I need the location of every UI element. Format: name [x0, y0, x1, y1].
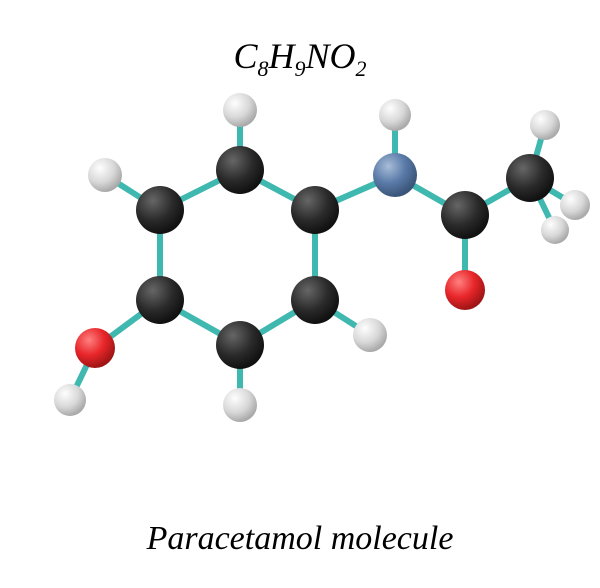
atom-carbon [441, 191, 489, 239]
atom-nitrogen [373, 153, 417, 197]
bonds-group [70, 110, 575, 405]
atom-hydrogen [353, 318, 387, 352]
atom-oxygen [445, 270, 485, 310]
atom-hydrogen [223, 93, 257, 127]
atom-carbon [136, 276, 184, 324]
atom-hydrogen [54, 384, 86, 416]
atom-hydrogen [379, 99, 411, 131]
atom-carbon [216, 321, 264, 369]
atom-carbon [291, 276, 339, 324]
atom-hydrogen [530, 110, 560, 140]
atom-hydrogen [88, 158, 122, 192]
atom-oxygen [75, 328, 115, 368]
atom-hydrogen [223, 388, 257, 422]
atoms-group [54, 93, 590, 422]
atom-hydrogen [560, 190, 590, 220]
atom-carbon [136, 186, 184, 234]
atom-carbon [506, 154, 554, 202]
molecule-diagram [0, 0, 600, 588]
atom-carbon [291, 186, 339, 234]
molecule-caption: Paracetamol molecule [147, 520, 454, 558]
atom-carbon [216, 146, 264, 194]
atom-hydrogen [541, 216, 569, 244]
